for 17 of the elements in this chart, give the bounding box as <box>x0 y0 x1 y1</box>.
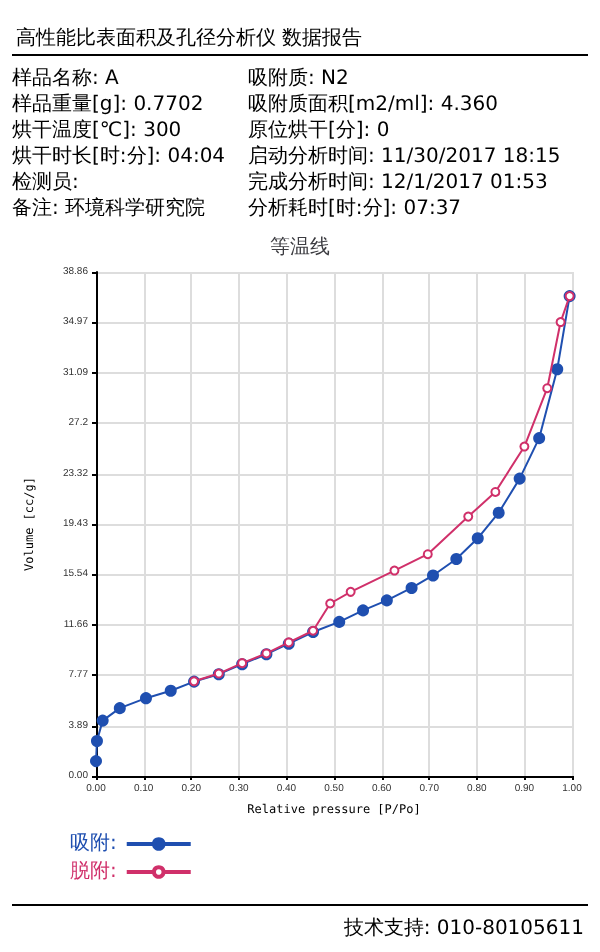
text: 技术支持: 010-80105611 <box>343 915 584 942</box>
text: 样品重量[g]: 0.7702 <box>12 94 206 118</box>
text: 完成分析时间: 12/1/2017 01:53 <box>248 172 550 196</box>
text: 烘干时长[时:分]: 04:04 <box>12 146 228 170</box>
text: 吸附质: N2 <box>248 68 351 92</box>
text: 高性能比表面积及孔径分析仪 数据报告 <box>16 25 363 52</box>
chart-title: 等温线 <box>270 235 330 259</box>
text: 样品名称: A <box>12 68 121 92</box>
text: 备注: 环境科学研究院 <box>12 198 208 222</box>
legend-label: 脱附: <box>69 859 117 883</box>
text: 烘干温度[℃]: 300 <box>12 120 184 144</box>
legend-label: 吸附: <box>69 831 117 855</box>
text: 检测员: <box>12 172 81 196</box>
text: 分析耗时[时:分]: 07:37 <box>248 198 464 222</box>
text: 原位烘干[分]: 0 <box>248 120 392 144</box>
text: 启动分析时间: 11/30/2017 18:15 <box>248 146 563 170</box>
text: 吸附质面积[m2/ml]: 4.360 <box>248 94 500 118</box>
